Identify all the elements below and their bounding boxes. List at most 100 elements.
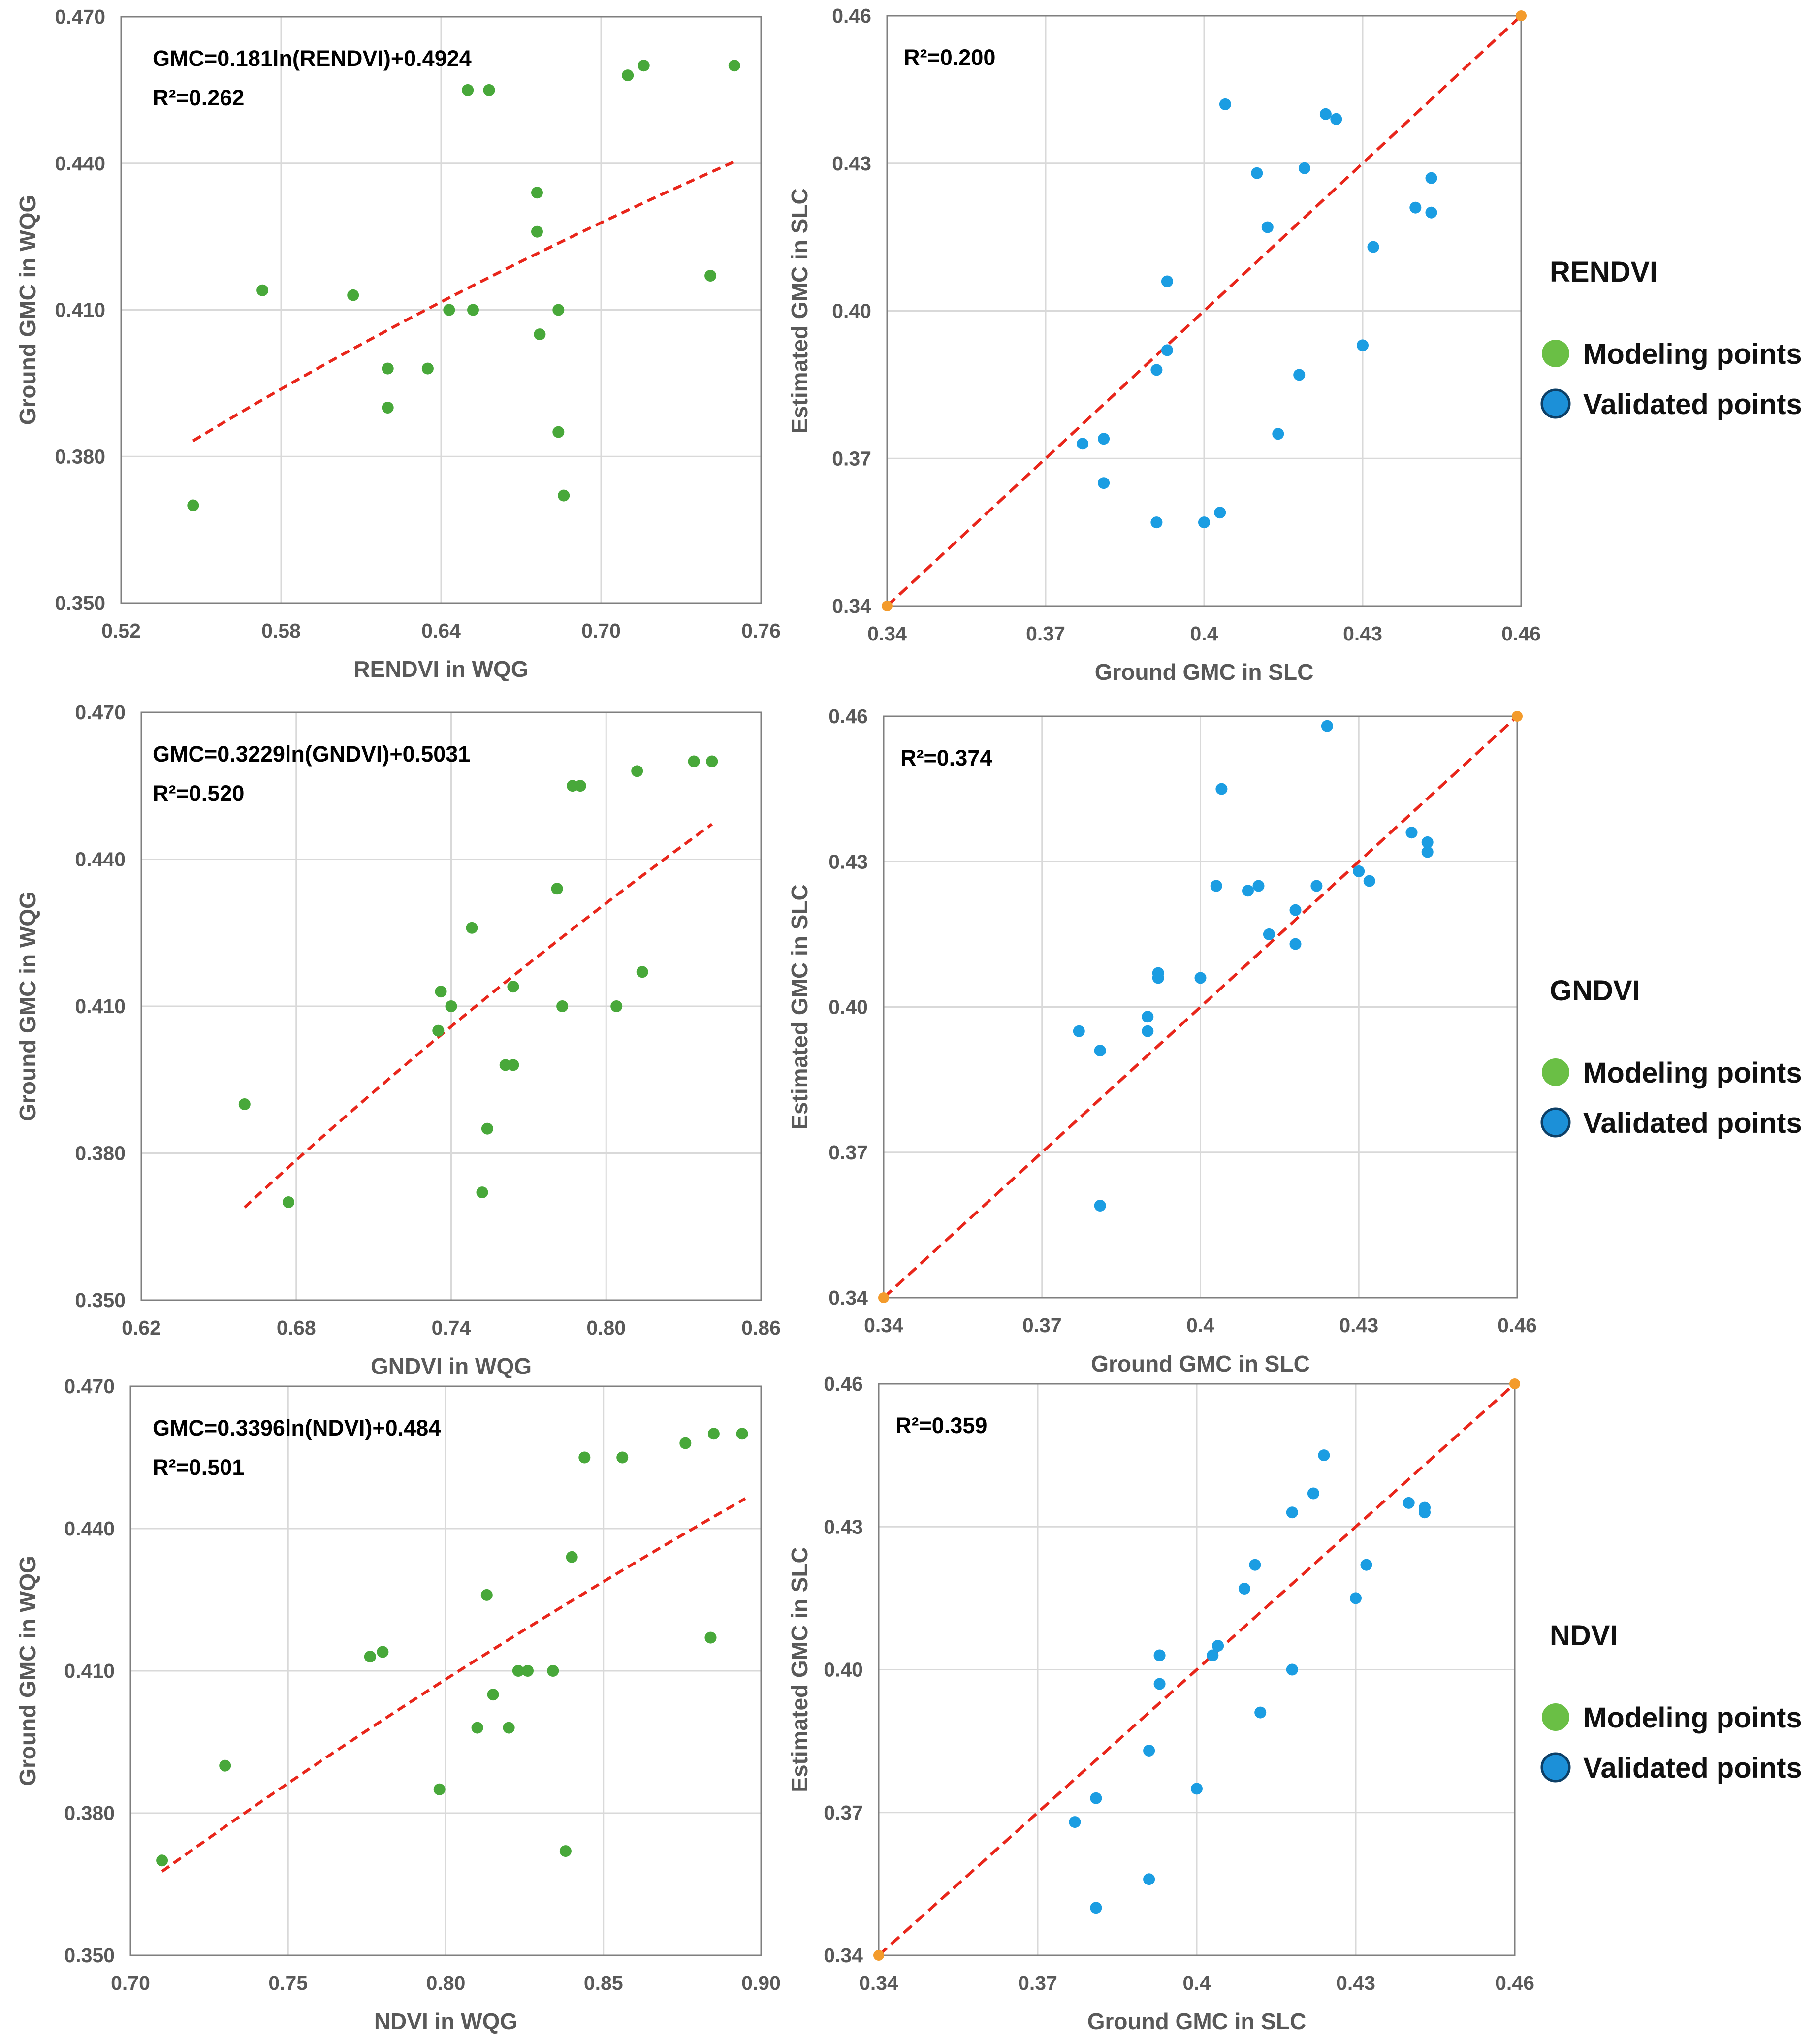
validated-point xyxy=(1212,1640,1224,1652)
chart-0-validation: 0.34 0.37 0.4 0.43 0.46 0.34 0.37 0.40 0.43 0.46 G… xyxy=(787,4,1541,685)
x-tick-label: 0.34 xyxy=(864,1314,903,1337)
green-circle-icon xyxy=(1542,340,1569,367)
validated-point xyxy=(1090,1902,1102,1914)
trend-line xyxy=(192,160,735,443)
modeling-point xyxy=(480,1589,493,1601)
y-axis-title: Ground GMC in WQG xyxy=(15,1556,40,1786)
validated-point xyxy=(1191,1783,1203,1795)
x-tick-label: 0.34 xyxy=(859,1972,898,1994)
modeling-point xyxy=(559,1845,572,1857)
modeling-point xyxy=(421,362,434,375)
validated-point xyxy=(1150,364,1163,376)
validated-point xyxy=(1409,201,1422,214)
modeling-point xyxy=(706,755,718,767)
modeling-point xyxy=(481,1122,493,1135)
modeling-point xyxy=(471,1722,483,1734)
plot-frame xyxy=(140,711,762,1301)
x-tick-label: 0.4 xyxy=(1183,1972,1211,1994)
x-tick-label: 0.46 xyxy=(1495,1972,1534,1994)
validated-point xyxy=(1286,1663,1298,1676)
validated-point xyxy=(1272,428,1284,440)
x-tick-label: 0.90 xyxy=(741,1972,781,1994)
y-tick-label: 0.470 xyxy=(55,5,105,28)
y-tick-label: 0.350 xyxy=(64,1944,115,1967)
validated-point xyxy=(1153,1678,1166,1690)
x-tick-label: 0.70 xyxy=(581,619,621,642)
x-tick-label: 0.46 xyxy=(1498,1314,1537,1337)
y-tick-label: 0.380 xyxy=(55,445,105,468)
modeling-point xyxy=(483,84,495,96)
validated-point xyxy=(1357,339,1369,351)
validated-point xyxy=(1350,1592,1362,1604)
r-squared-label: R²=0.520 xyxy=(153,781,244,806)
legend-title: RENDVI xyxy=(1550,256,1658,288)
validated-point xyxy=(1094,1045,1106,1057)
validated-point xyxy=(1321,720,1333,732)
modeling-point xyxy=(610,1000,623,1012)
validated-point xyxy=(1215,783,1228,795)
validated-point xyxy=(1090,1792,1102,1804)
validated-point xyxy=(1353,865,1365,877)
legend-label-validated: Validated points xyxy=(1583,1107,1802,1139)
x-axis-title: RENDVI in WQG xyxy=(353,656,528,682)
x-tick-label: 0.52 xyxy=(101,619,141,642)
r-squared-label: R²=0.200 xyxy=(904,45,995,70)
validated-point xyxy=(1363,875,1375,887)
x-tick-label: 0.75 xyxy=(268,1972,308,1994)
one-to-one-line xyxy=(877,1382,1516,1957)
blue-circle-icon xyxy=(1540,1752,1571,1783)
x-tick-label: 0.80 xyxy=(426,1972,466,1994)
validated-point xyxy=(1252,880,1265,892)
modeling-point xyxy=(547,1665,559,1677)
x-tick-label: 0.62 xyxy=(122,1316,161,1339)
validated-point xyxy=(1251,167,1263,179)
y-axis-title: Estimated GMC in SLC xyxy=(787,884,812,1129)
validated-point xyxy=(1298,162,1310,174)
trend-line xyxy=(243,823,713,1209)
modeling-point xyxy=(435,986,447,998)
modeling-point xyxy=(574,780,586,792)
validated-point xyxy=(1360,1559,1372,1571)
y-tick-label: 0.470 xyxy=(64,1375,115,1398)
validated-point xyxy=(1421,846,1434,858)
modeling-point xyxy=(638,60,650,72)
validated-point xyxy=(1289,938,1302,950)
y-axis-title: Ground GMC in WQG xyxy=(15,891,40,1121)
plot-frame xyxy=(883,715,1518,1299)
x-tick-label: 0.76 xyxy=(741,619,781,642)
modeling-point xyxy=(364,1651,376,1663)
y-tick-label: 0.37 xyxy=(832,447,871,470)
validated-point xyxy=(1293,369,1306,381)
modeling-point xyxy=(636,966,648,978)
r-squared-label: R²=0.374 xyxy=(900,745,992,770)
validated-point xyxy=(1142,1025,1154,1037)
modeling-point xyxy=(679,1437,692,1449)
y-tick-label: 0.380 xyxy=(75,1142,126,1165)
legend-label-modeling: Modeling points xyxy=(1583,1057,1802,1089)
modeling-point xyxy=(736,1428,748,1440)
modeling-point xyxy=(187,499,199,511)
modeling-point xyxy=(487,1689,499,1701)
modeling-point xyxy=(622,69,634,82)
modeling-point xyxy=(704,270,717,282)
r-squared-label: R²=0.501 xyxy=(153,1455,244,1480)
y-tick-label: 0.440 xyxy=(75,848,126,871)
fit-equation: GMC=0.3229ln(GNDVI)+0.5031 xyxy=(153,741,470,766)
y-tick-label: 0.40 xyxy=(832,300,871,322)
modeling-point xyxy=(462,84,474,96)
validated-point xyxy=(1207,1649,1219,1661)
y-tick-label: 0.34 xyxy=(824,1944,863,1967)
x-tick-label: 0.46 xyxy=(1501,622,1541,645)
modeling-point xyxy=(445,1000,457,1012)
modeling-point xyxy=(688,755,700,767)
legend-label-modeling: Modeling points xyxy=(1583,338,1802,370)
x-tick-label: 0.68 xyxy=(277,1316,316,1339)
validated-point xyxy=(1249,1559,1261,1571)
modeling-point xyxy=(558,489,570,502)
modeling-point xyxy=(507,981,519,993)
green-circle-icon xyxy=(1542,1703,1569,1731)
validated-point xyxy=(1198,516,1210,529)
validated-point xyxy=(1330,113,1342,125)
modeling-point xyxy=(382,362,394,375)
y-tick-label: 0.46 xyxy=(829,705,868,728)
